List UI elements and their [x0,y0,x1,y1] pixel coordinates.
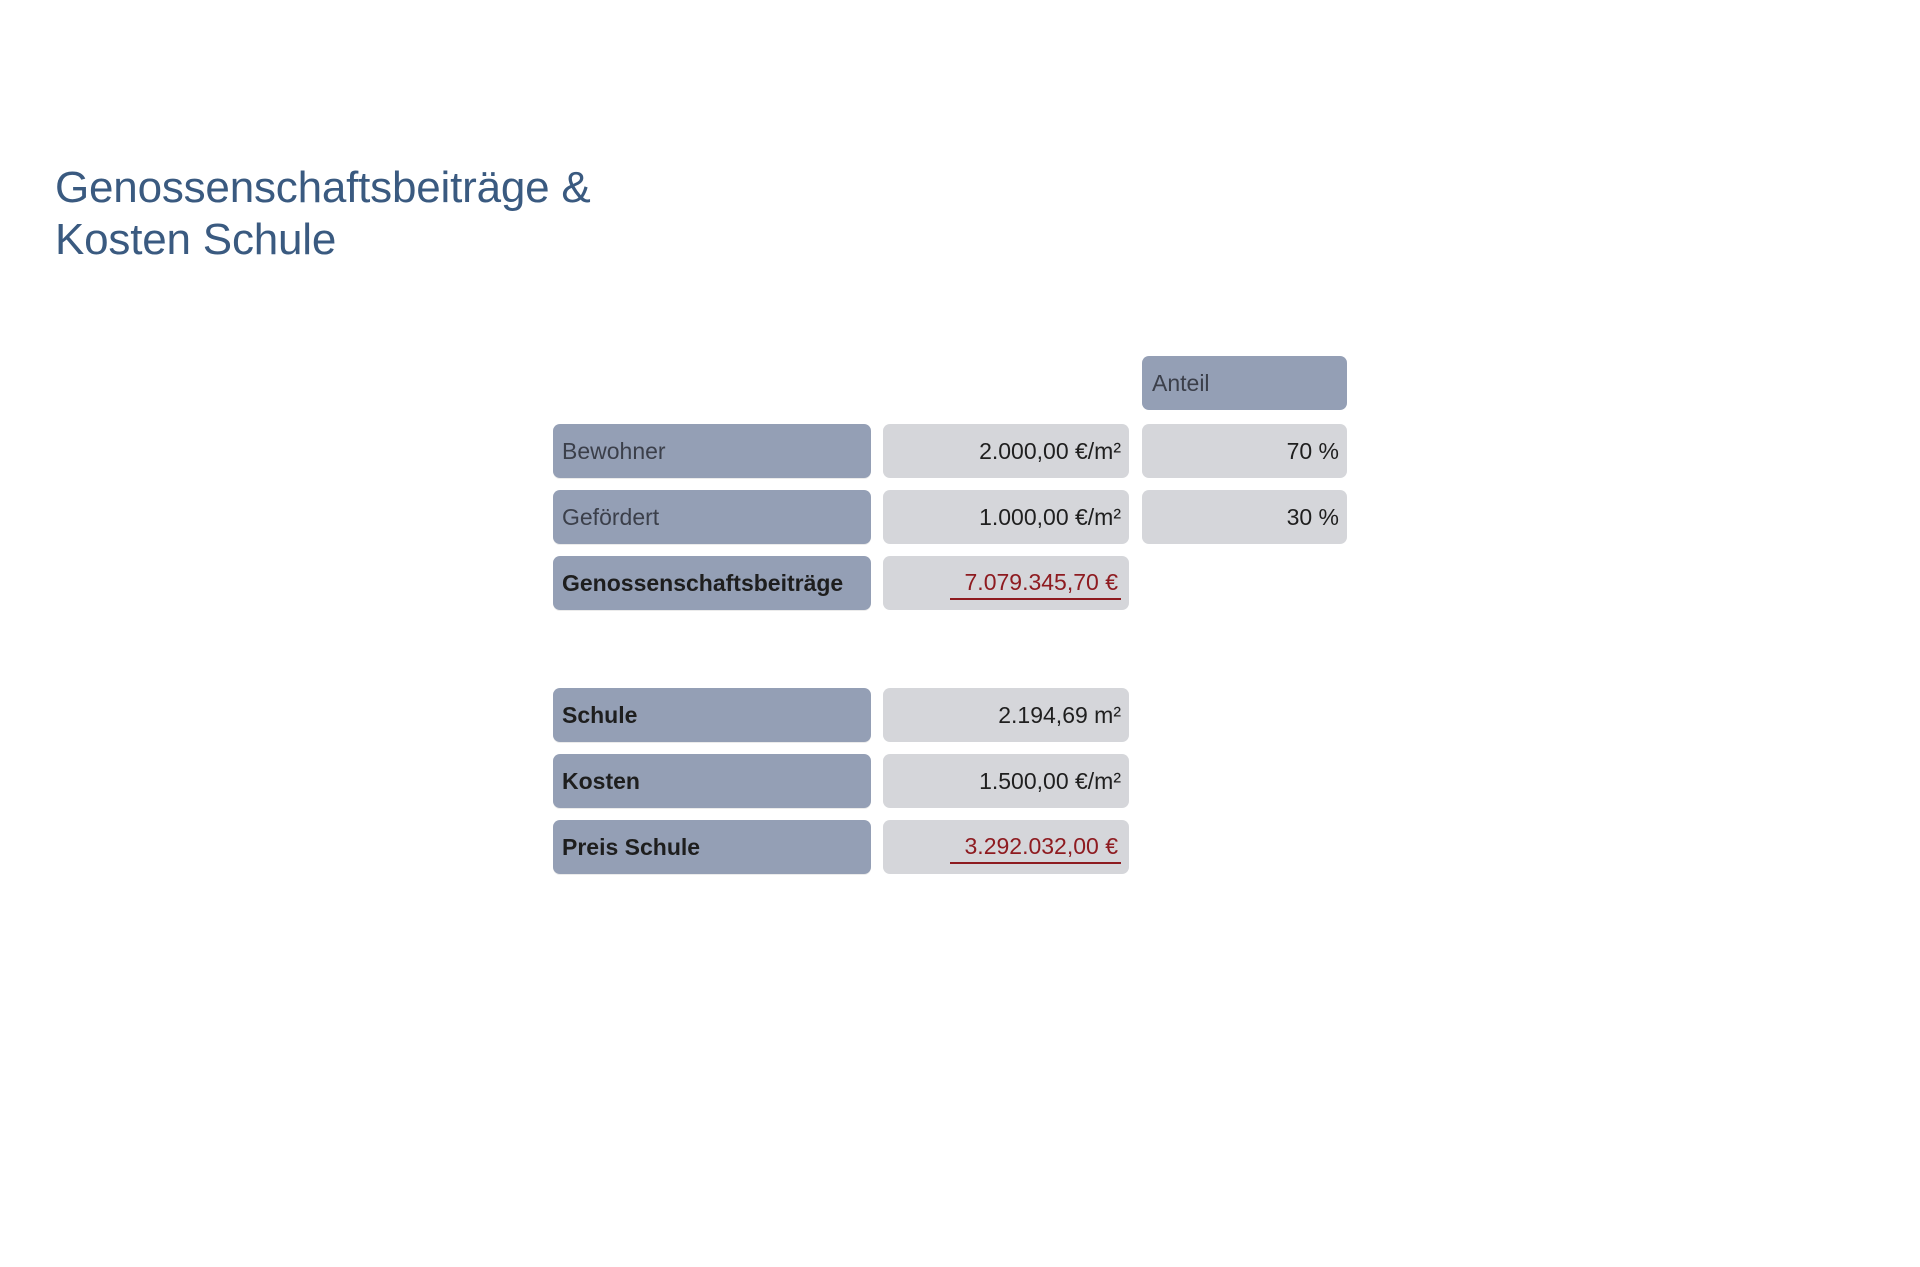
share-column-header: Anteil [1142,356,1347,410]
page-title-line-1: Genossenschaftsbeiträge & [55,163,591,212]
row-label-schule: Schule [553,688,871,742]
row-label-gefoerdert: Gefördert [553,490,871,544]
page-title-line-2: Kosten Schule [55,215,337,264]
row-share-gefoerdert: 30 % [1142,490,1347,544]
row-value-bewohner: 2.000,00 €/m² [883,424,1129,478]
total-value-genossenschaftsbeitraege-text: 7.079.345,70 € [949,567,1121,600]
row-share-bewohner: 70 % [1142,424,1347,478]
total-label-preis-schule: Preis Schule [553,820,871,874]
total-value-preis-schule: 3.292.032,00 € [883,820,1129,874]
row-value-gefoerdert: 1.000,00 €/m² [883,490,1129,544]
page-title: Genossenschaftsbeiträge & Kosten Schule [55,162,591,266]
total-value-genossenschaftsbeitraege: 7.079.345,70 € [883,556,1129,610]
row-value-kosten: 1.500,00 €/m² [883,754,1129,808]
row-label-bewohner: Bewohner [553,424,871,478]
row-label-kosten: Kosten [553,754,871,808]
total-label-genossenschaftsbeitraege: Genossenschaftsbeiträge [553,556,871,610]
row-value-schule: 2.194,69 m² [883,688,1129,742]
total-value-preis-schule-text: 3.292.032,00 € [949,831,1121,864]
